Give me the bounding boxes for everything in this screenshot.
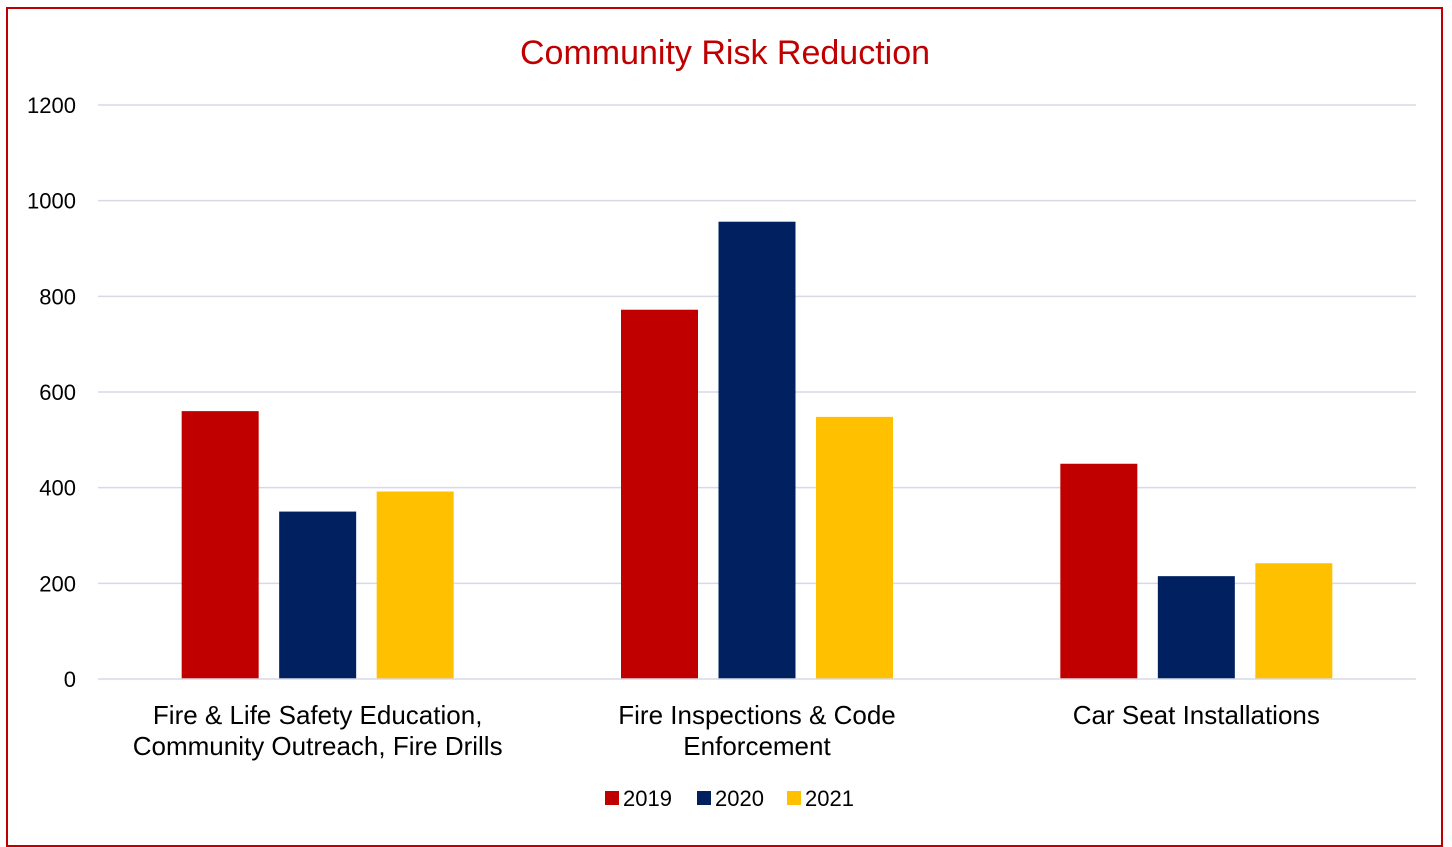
bar-2021-cat-0	[376, 491, 454, 679]
y-tick-label: 600	[39, 380, 76, 405]
bar-2020-cat-1	[718, 221, 796, 680]
y-tick-label: 1000	[27, 189, 76, 214]
legend: 2019 2020 2021	[605, 786, 854, 811]
bar-2019-cat-2	[1060, 463, 1138, 679]
legend-swatch-2020	[697, 791, 711, 805]
y-tick-label: 200	[39, 571, 76, 596]
x-category-label: Community Outreach, Fire Drills	[133, 731, 503, 761]
x-category-label: Car Seat Installations	[1073, 700, 1320, 730]
bar-2020-cat-2	[1157, 576, 1235, 679]
y-tick-label: 1200	[27, 93, 76, 118]
legend-label: 2020	[715, 786, 764, 811]
chart-title: Community Risk Reduction	[520, 34, 930, 72]
bar-2019-cat-1	[621, 309, 698, 679]
y-tick-label: 400	[39, 476, 76, 501]
legend-swatch-2019	[605, 791, 619, 805]
legend-swatch-2021	[787, 791, 801, 805]
y-axis-ticks: 0 200 400 600 800 1000 1200	[27, 93, 76, 692]
bar-2021-cat-2	[1255, 563, 1333, 679]
bar-2019-cat-0	[181, 411, 259, 679]
y-tick-label: 800	[39, 284, 76, 309]
bar-2020-cat-0	[279, 511, 357, 679]
legend-label: 2021	[805, 786, 854, 811]
x-axis-labels: Fire & Life Safety Education,Community O…	[133, 700, 1320, 761]
bar-2021-cat-1	[816, 416, 893, 679]
bars	[181, 221, 1333, 680]
legend-label: 2019	[623, 786, 672, 811]
x-category-label: Fire & Life Safety Education,	[153, 700, 483, 730]
x-category-label: Enforcement	[683, 731, 831, 761]
chart-svg: Community Risk Reduction 0 200 400 600 800 10…	[27, 34, 1416, 811]
x-category-label: Fire Inspections & Code	[618, 700, 895, 730]
y-tick-label: 0	[64, 667, 76, 692]
